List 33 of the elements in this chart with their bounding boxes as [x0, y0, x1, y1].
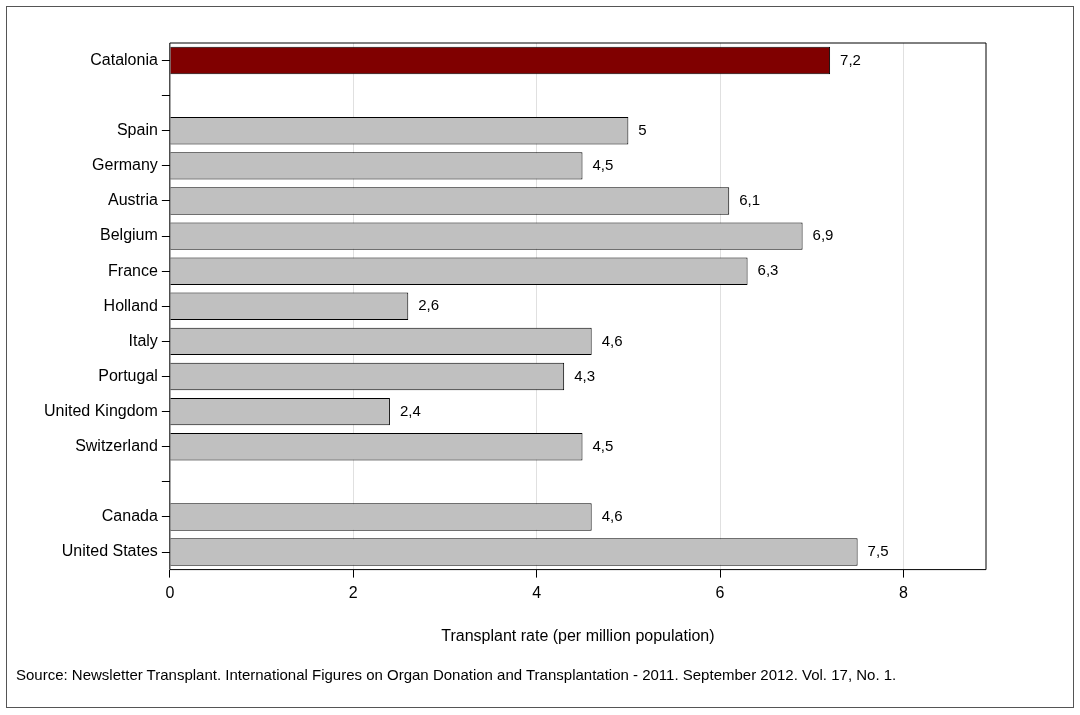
- y-tick-label: United Kingdom: [44, 402, 158, 420]
- data-label: 6,3: [757, 261, 779, 279]
- x-tick-label: 8: [899, 583, 909, 601]
- y-tick-label: Germany: [92, 156, 158, 174]
- x-tick-label: 2: [348, 583, 358, 601]
- y-tick-label: Portugal: [98, 366, 158, 384]
- y-tick-label: Belgium: [100, 226, 158, 244]
- data-label: 4,3: [574, 366, 596, 384]
- data-label: 2,6: [418, 296, 440, 314]
- data-label: 6,9: [812, 226, 834, 244]
- data-label: 2,4: [399, 401, 421, 419]
- data-label: 4,6: [601, 507, 623, 525]
- data-label: 4,5: [592, 436, 614, 454]
- y-tick-label: Austria: [108, 191, 158, 209]
- y-tick-label: Holland: [103, 296, 158, 314]
- data-label: 4,5: [592, 156, 614, 174]
- y-tick-label: Spain: [116, 121, 158, 139]
- data-label: 5: [638, 120, 647, 138]
- y-tick-label: United States: [61, 542, 158, 560]
- y-tick-label: France: [108, 261, 158, 279]
- data-label: 4,6: [601, 331, 623, 349]
- data-label: 6,1: [739, 191, 761, 209]
- source-note: Source: Newsletter Transplant. International Figures on Organ Donation and Transplantation - 2011. September 2012. Vol. 17, No. 1.: [16, 665, 898, 685]
- y-tick-label: Catalonia: [90, 50, 158, 68]
- x-axis-title: Transplant rate (per million population): [441, 626, 715, 644]
- y-tick-label: Canada: [101, 507, 158, 525]
- data-label: 7,5: [867, 542, 889, 560]
- data-label: 7,2: [840, 50, 861, 68]
- x-tick-label: 4: [532, 583, 542, 601]
- x-tick-label: 6: [715, 583, 725, 601]
- x-tick-label: 0: [165, 583, 175, 601]
- y-tick-label: Italy: [128, 331, 158, 349]
- y-tick-label: Switzerland: [75, 437, 158, 455]
